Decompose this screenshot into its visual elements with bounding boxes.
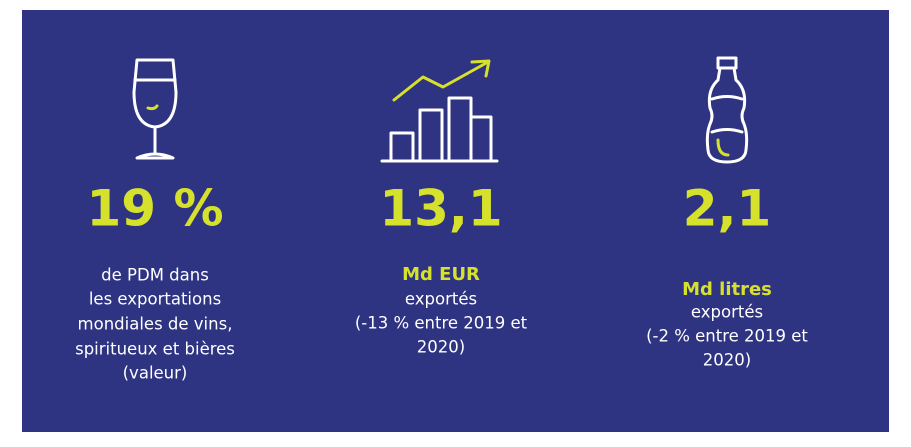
description: (valeur) (123, 364, 188, 383)
description: spiritueux et bières (75, 340, 235, 359)
description: exportés (405, 290, 477, 309)
description: de PDM dans (101, 266, 209, 285)
stat-unit: Md EUR (402, 264, 480, 285)
description: les exportations (89, 290, 221, 309)
stat-value: 19 % (86, 180, 223, 238)
description: 2020) (417, 338, 465, 357)
description: (-13 % entre 2019 et (355, 314, 528, 333)
description: 2020) (703, 351, 751, 370)
stat-unit: Md litres (682, 279, 772, 300)
wine-glass-icon (132, 58, 178, 160)
stat-value: 13,1 (379, 180, 502, 238)
description: mondiales de vins, (78, 315, 233, 334)
description: exportés (691, 303, 763, 322)
growth-chart-icon (380, 59, 499, 163)
description: (-2 % entre 2019 et (646, 327, 808, 346)
stat-value: 2,1 (683, 180, 772, 238)
bottle-icon (705, 56, 749, 164)
